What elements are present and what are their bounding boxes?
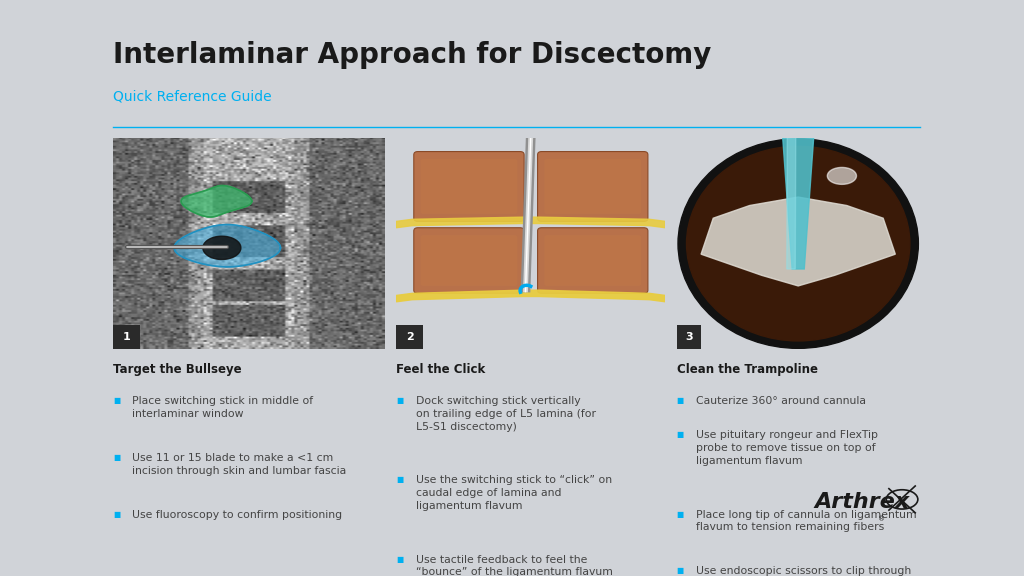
Text: Use endoscopic scissors to clip through
ligamentum flavum: Use endoscopic scissors to clip through …	[696, 566, 911, 576]
Text: Place switching stick in middle of
interlaminar window: Place switching stick in middle of inter…	[132, 396, 313, 419]
Text: ■: ■	[114, 396, 121, 405]
Text: Place long tip of cannula on ligamentum
flavum to tension remaining fibers: Place long tip of cannula on ligamentum …	[696, 510, 916, 532]
Polygon shape	[701, 197, 895, 286]
Polygon shape	[782, 134, 814, 269]
Text: Use 11 or 15 blade to make a <1 cm
incision through skin and lumbar fascia: Use 11 or 15 blade to make a <1 cm incis…	[132, 453, 347, 476]
Text: ■: ■	[114, 510, 121, 518]
FancyBboxPatch shape	[414, 228, 524, 293]
FancyBboxPatch shape	[545, 235, 641, 286]
Text: Quick Reference Guide: Quick Reference Guide	[114, 90, 271, 104]
Text: Use the switching stick to “click” on
caudal edge of lamina and
ligamentum flavu: Use the switching stick to “click” on ca…	[416, 475, 611, 511]
Text: Clean the Trampoline: Clean the Trampoline	[677, 363, 818, 376]
Text: ■: ■	[677, 510, 684, 518]
Text: 1: 1	[123, 332, 131, 342]
Text: Arthrex: Arthrex	[814, 492, 909, 512]
FancyBboxPatch shape	[414, 151, 524, 221]
Polygon shape	[396, 217, 666, 228]
Text: ■: ■	[114, 453, 121, 462]
Text: ■: ■	[396, 396, 403, 405]
Circle shape	[686, 146, 910, 341]
Polygon shape	[827, 168, 856, 184]
Text: 3: 3	[685, 332, 693, 342]
FancyBboxPatch shape	[396, 325, 423, 350]
Text: Use pituitary rongeur and FlexTip
probe to remove tissue on top of
ligamentum fl: Use pituitary rongeur and FlexTip probe …	[696, 430, 878, 466]
Text: ®: ®	[879, 516, 886, 522]
FancyBboxPatch shape	[114, 325, 140, 350]
Text: Target the Bullseye: Target the Bullseye	[114, 363, 242, 376]
Polygon shape	[174, 225, 281, 267]
Text: Use fluoroscopy to confirm positioning: Use fluoroscopy to confirm positioning	[132, 510, 343, 520]
Text: ■: ■	[677, 430, 684, 439]
Text: ■: ■	[677, 396, 684, 405]
Text: Use tactile feedback to feel the
“bounce” of the ligamentum flavum
to confirm yo: Use tactile feedback to feel the “bounce…	[416, 555, 612, 576]
Text: Feel the Click: Feel the Click	[396, 363, 485, 376]
Polygon shape	[396, 290, 666, 302]
Text: Cauterize 360° around cannula: Cauterize 360° around cannula	[696, 396, 866, 406]
Circle shape	[678, 139, 919, 348]
FancyBboxPatch shape	[538, 228, 648, 293]
Polygon shape	[786, 134, 796, 269]
Text: Dock switching stick vertically
on trailing edge of L5 lamina (for
L5-S1 discect: Dock switching stick vertically on trail…	[416, 396, 596, 431]
FancyBboxPatch shape	[677, 325, 701, 350]
FancyBboxPatch shape	[421, 235, 517, 286]
Text: ■: ■	[677, 566, 684, 575]
Polygon shape	[203, 236, 241, 259]
FancyBboxPatch shape	[538, 151, 648, 221]
FancyBboxPatch shape	[421, 159, 517, 214]
Text: 2: 2	[406, 332, 414, 342]
Text: ■: ■	[396, 555, 403, 563]
Text: ■: ■	[396, 475, 403, 484]
FancyBboxPatch shape	[545, 159, 641, 214]
Polygon shape	[181, 185, 252, 217]
Text: Interlaminar Approach for Discectomy: Interlaminar Approach for Discectomy	[114, 41, 712, 69]
